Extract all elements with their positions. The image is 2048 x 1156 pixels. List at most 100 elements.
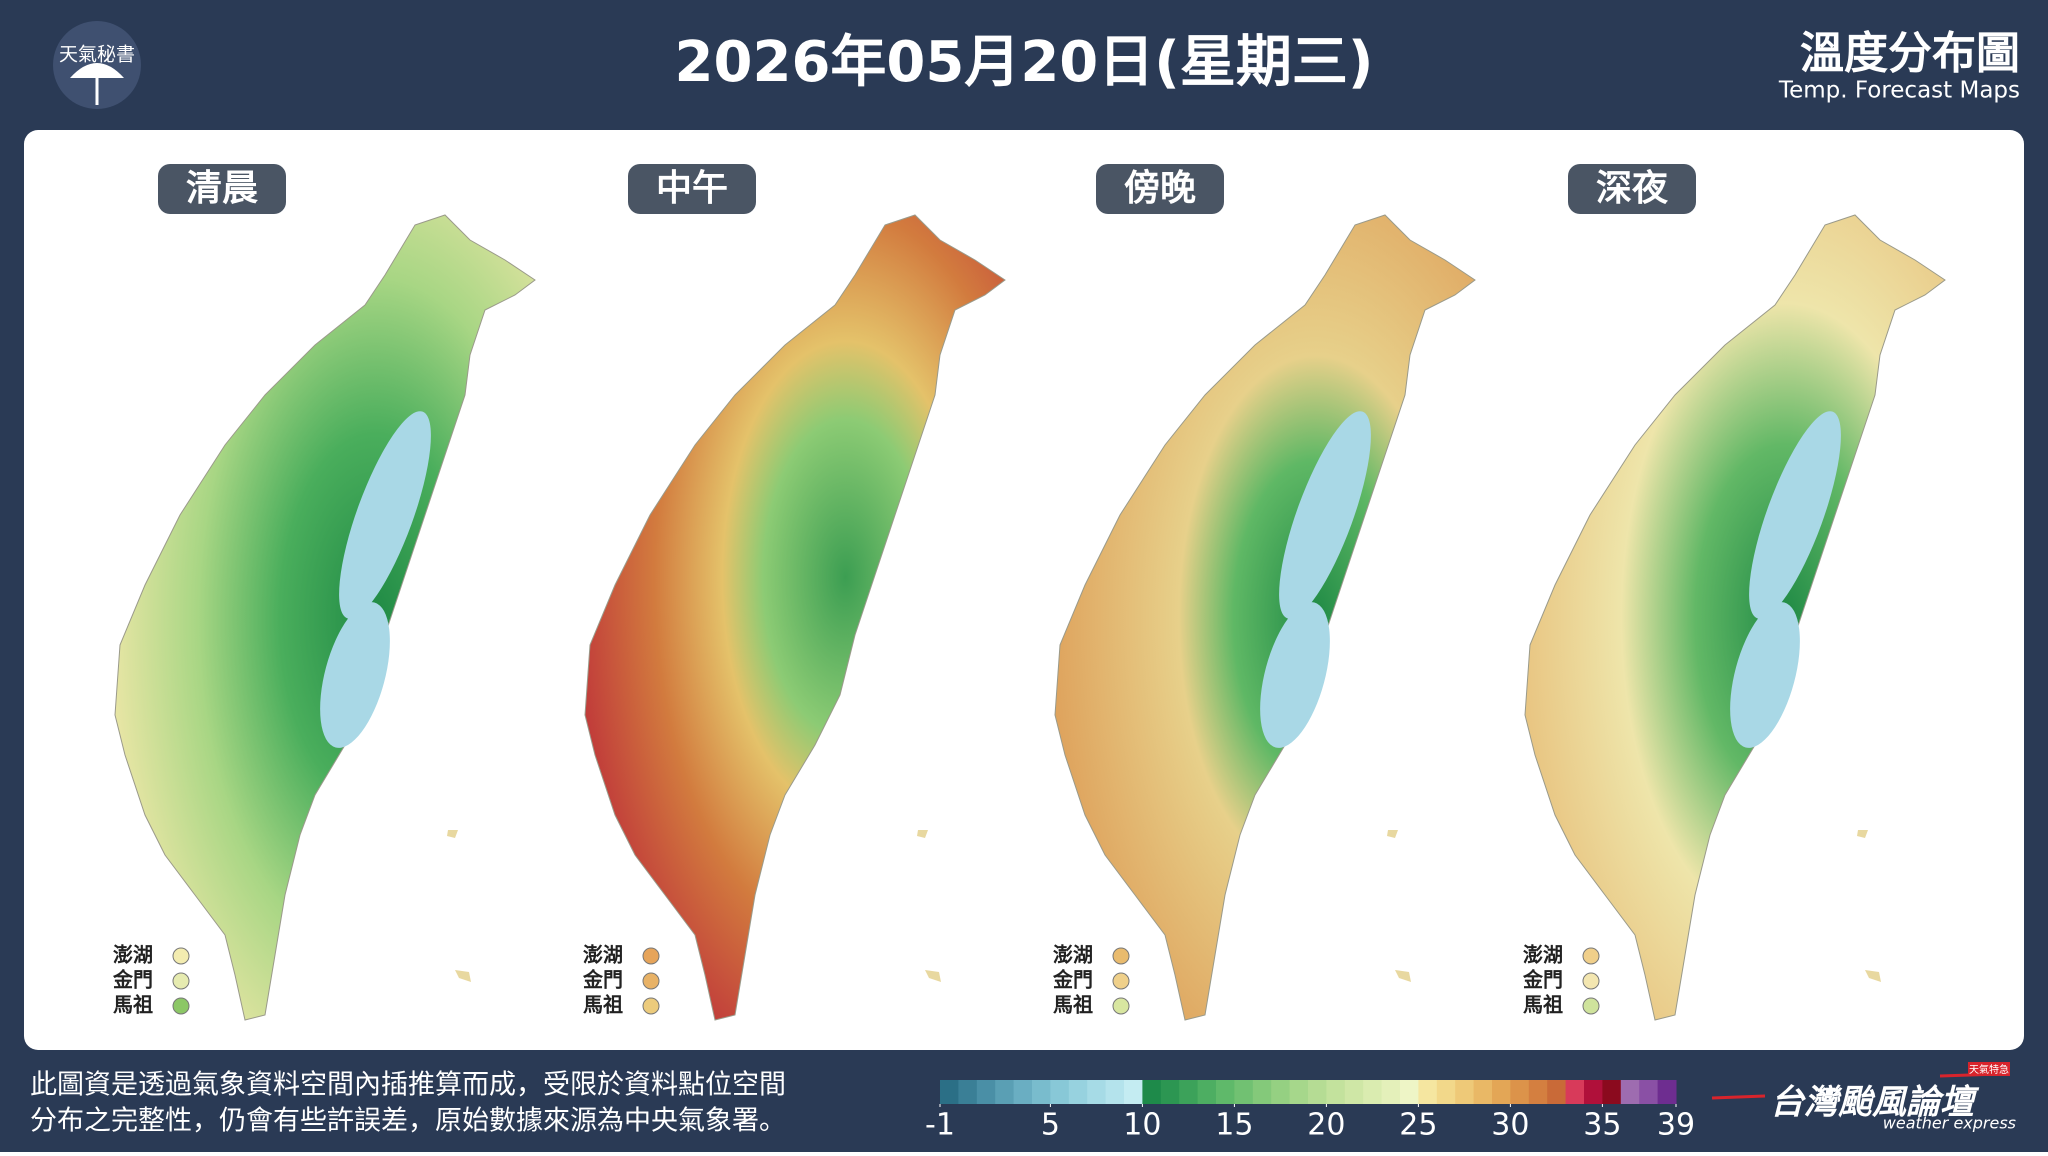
island-label: 金門 — [582, 968, 623, 992]
color-swatch — [1142, 1080, 1162, 1104]
tick-label: 25 — [1399, 1108, 1437, 1143]
map — [1054, 214, 1476, 1021]
color-swatch — [1271, 1080, 1291, 1104]
brand-stroke — [1711, 1094, 1766, 1100]
color-swatch — [1381, 1080, 1401, 1104]
panel-label: 深夜 — [1596, 168, 1669, 209]
island-label: 澎湖 — [583, 943, 623, 967]
color-swatch — [995, 1080, 1015, 1104]
color-swatch — [1436, 1080, 1456, 1104]
color-swatch — [940, 1080, 959, 1104]
panel-label-bg — [158, 164, 286, 214]
map — [584, 214, 1006, 1021]
color-swatch — [1197, 1080, 1217, 1104]
color-swatch — [1400, 1080, 1419, 1104]
color-swatch — [976, 1080, 996, 1104]
tick-label: 10 — [1123, 1108, 1161, 1143]
page-title: 2026年05月20日(星期三) — [675, 30, 1374, 95]
color-swatch — [1620, 1080, 1640, 1104]
island-dot — [642, 947, 660, 965]
footer-note: 此圖資是透過氣象資料空間內插推算而成，受限於資料點位空間 — [30, 1070, 786, 1101]
penghu-islands — [1857, 830, 1868, 838]
penghu-islands — [1387, 830, 1398, 838]
green-island — [455, 970, 471, 982]
tick-label: 30 — [1491, 1108, 1529, 1143]
color-swatch — [1289, 1080, 1309, 1104]
highland — [1260, 602, 1330, 748]
island-dot — [1582, 972, 1600, 990]
highland — [1279, 411, 1371, 619]
panel-label-bg — [628, 164, 756, 214]
color-swatch — [1473, 1080, 1493, 1104]
island-label: 金門 — [1052, 968, 1093, 992]
panel-label: 中午 — [656, 168, 728, 209]
island-dot — [1112, 997, 1130, 1015]
tick-label: 39 — [1657, 1108, 1695, 1143]
brand-tag: 天氣特急 — [1969, 1063, 2009, 1076]
color-bar: -1 5 10 15 20 25 30 35 39 — [925, 1080, 1695, 1143]
island-label: 澎湖 — [1053, 943, 1093, 967]
color-swatch — [1418, 1080, 1438, 1104]
color-swatch — [1602, 1080, 1622, 1104]
island-label: 馬祖 — [583, 993, 623, 1017]
green-island — [1395, 970, 1411, 982]
island-dot — [172, 997, 190, 1015]
color-swatch — [1105, 1080, 1125, 1104]
tick-label: 5 — [1041, 1108, 1060, 1143]
highland — [1730, 602, 1800, 748]
brand-tag-bg — [1968, 1062, 2010, 1076]
tick-label: 15 — [1215, 1108, 1253, 1143]
color-swatch — [1308, 1080, 1327, 1104]
color-swatch — [1657, 1080, 1677, 1104]
color-swatch — [958, 1080, 978, 1104]
penghu-islands — [447, 830, 458, 838]
map-title: 溫度分布圖 — [1800, 28, 2020, 79]
island-dot — [172, 972, 190, 990]
brand-subtitle: weather express — [1883, 1114, 2016, 1133]
island-label: 澎湖 — [113, 943, 153, 967]
brand: 台灣颱風論壇 — [1770, 1083, 1980, 1123]
color-swatch — [1363, 1080, 1383, 1104]
color-swatch — [1013, 1080, 1033, 1104]
panel-label-bg — [1096, 164, 1224, 214]
color-swatch — [1492, 1080, 1511, 1104]
color-swatch — [1216, 1080, 1235, 1104]
color-swatch — [1547, 1080, 1567, 1104]
map — [114, 214, 536, 1021]
map-subtitle: Temp. Forecast Maps — [1778, 78, 2020, 104]
island-label: 澎湖 — [1523, 943, 1563, 967]
color-swatch — [1584, 1080, 1603, 1104]
map — [1524, 214, 1946, 1021]
panel-label-bg — [1568, 164, 1696, 214]
island-label: 馬祖 — [1523, 993, 1563, 1017]
logo-text: 天氣秘書 — [59, 44, 135, 66]
umbrella-icon — [70, 63, 124, 78]
color-swatch — [1344, 1080, 1364, 1104]
island-dot — [172, 947, 190, 965]
panel-label: 傍晚 — [1124, 168, 1196, 209]
island-label: 金門 — [1522, 968, 1563, 992]
footer-note: 分布之完整性，仍會有些許誤差，原始數據來源為中央氣象署。 — [30, 1106, 786, 1137]
color-swatch — [1252, 1080, 1272, 1104]
island-dot — [1112, 947, 1130, 965]
panel-label: 清晨 — [186, 168, 258, 209]
island-label: 金門 — [112, 968, 153, 992]
island-dot — [1582, 997, 1600, 1015]
color-swatch — [1032, 1080, 1051, 1104]
green-island — [925, 970, 941, 982]
island-label: 馬祖 — [113, 993, 153, 1017]
color-swatch — [1234, 1080, 1254, 1104]
color-swatch — [1160, 1080, 1180, 1104]
penghu-islands — [917, 830, 928, 838]
color-swatch — [1528, 1080, 1548, 1104]
map-panel — [24, 130, 2024, 1050]
color-swatch — [1068, 1080, 1088, 1104]
color-swatch — [1565, 1080, 1585, 1104]
tick-label: 20 — [1307, 1108, 1345, 1143]
color-swatch — [1124, 1080, 1143, 1104]
island-dot — [1112, 972, 1130, 990]
color-swatch — [1455, 1080, 1475, 1104]
